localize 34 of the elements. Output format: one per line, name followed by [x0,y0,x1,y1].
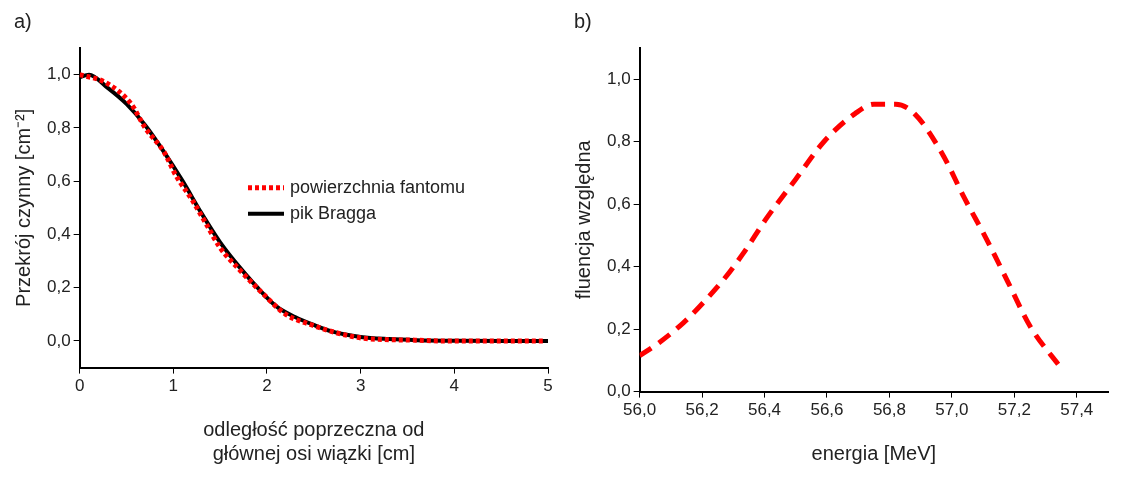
x-tick-label: 56,4 [747,400,782,420]
x-tick-label: 56,2 [685,400,719,420]
text: b) [574,9,592,32]
y-tick-label: 0,6 [606,193,631,213]
x-tick-label: 57,0 [935,400,969,420]
legend-label: powierzchnia fantomu [290,176,466,197]
y-tick-label: 0,8 [606,131,631,151]
y-tick-label: 0,6 [46,170,71,190]
y-tick-label: 0,0 [46,330,71,350]
x-tick-label: 0 [74,376,85,396]
x-tick-label: 3 [355,376,366,396]
x-axis-title: odległość poprzeczna od głównej osi wiązki [cm] [203,417,425,464]
x-tick-label: 2 [262,376,272,396]
x-tick-label: 56,8 [872,400,906,420]
x-tick-label: 57,2 [997,400,1031,420]
x-tick-label: 56,0 [623,400,657,420]
x-tick-label: 57,4 [1060,400,1094,420]
y-axis-title: fluencja względna [571,139,594,300]
x-tick-label: 1 [168,376,179,396]
y-tick-label: 0,2 [46,277,71,297]
x-tick-label: 56,6 [810,400,844,420]
y-tick-label: 0,2 [606,318,631,338]
y-tick-label: 0,8 [46,117,71,137]
text: a) [14,9,32,32]
legend-label: pik Bragga [290,202,378,223]
y-tick-label: 1,0 [46,64,71,84]
x-tick-label: 4 [449,376,460,396]
y-tick-label: 0,0 [606,381,631,401]
x-axis-title: energia [MeV] [811,441,937,464]
y-tick-label: 0,4 [46,224,71,244]
y-tick-label: 0,4 [606,256,631,276]
x-tick-label: 5 [543,376,553,396]
y-axis-title: Przekrój czynny [cm⁻²] [11,108,34,307]
y-tick-label: 1,0 [606,68,631,88]
